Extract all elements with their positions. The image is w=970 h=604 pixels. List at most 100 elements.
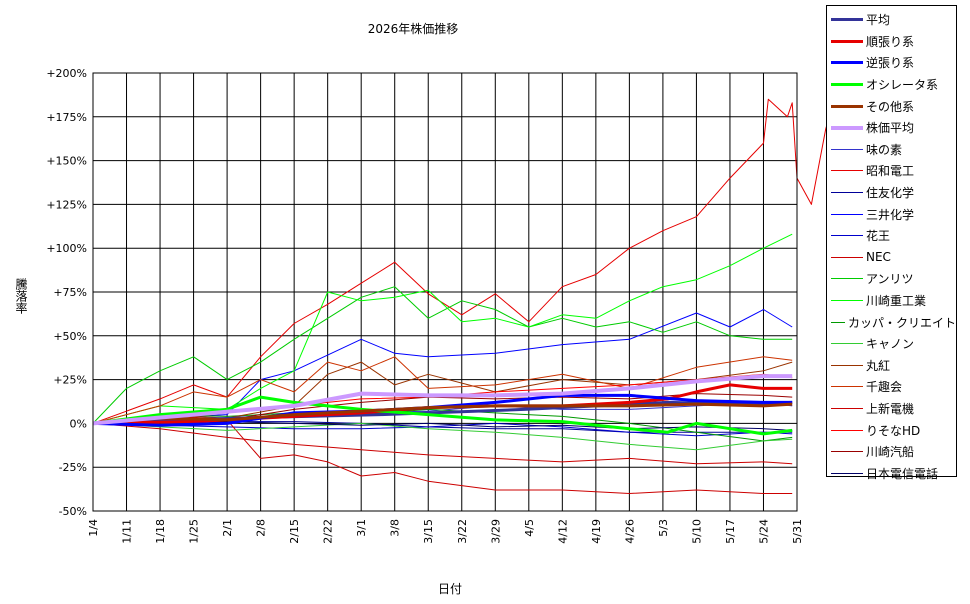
y-tick-label: +50% (53, 330, 87, 343)
legend-label: 丸紅 (866, 358, 891, 373)
legend-item: 川崎重工業 (827, 290, 956, 312)
series-line (92, 402, 793, 425)
series-line (92, 286, 793, 424)
legend-swatch (831, 321, 845, 323)
legend-label: 株価平均 (866, 121, 915, 136)
legend-item: 川崎汽船 (827, 441, 956, 463)
x-tick-label: 2/1 (221, 519, 234, 537)
legend-label: りそなHD (866, 423, 921, 438)
legend-label: 三井化学 (866, 207, 915, 222)
legend-swatch (831, 407, 863, 409)
y-tick-label: +125% (46, 198, 87, 211)
x-tick-label: 3/8 (389, 519, 402, 537)
legend-label: オシレータ系 (866, 78, 939, 93)
series-line (92, 374, 793, 426)
x-tick-label: 5/17 (724, 519, 737, 544)
legend-swatch (831, 148, 863, 150)
legend-item: 丸紅 (827, 355, 956, 377)
legend-item: キャノン (827, 333, 956, 355)
x-tick-label: 1/11 (121, 519, 134, 544)
y-tick-label: +25% (53, 374, 87, 387)
legend-swatch (831, 192, 863, 194)
legend-item: 上新電機 (827, 398, 956, 420)
x-tick-label: 2/22 (322, 519, 335, 544)
legend-item: 味の素 (827, 139, 956, 161)
series-line (92, 356, 793, 424)
legend-label: 平均 (866, 13, 891, 28)
legend-item: 平均 (827, 9, 956, 31)
chart-title: 2026年株価推移 (367, 22, 459, 36)
series-lines (92, 77, 870, 494)
legend-swatch (831, 235, 863, 237)
y-tick-label: -50% (59, 505, 87, 518)
plot-border (92, 72, 798, 512)
x-tick-label: 4/12 (556, 519, 569, 544)
legend-swatch (831, 61, 863, 65)
x-tick-label: 5/10 (690, 519, 703, 544)
legend-item: りそなHD (827, 419, 956, 441)
legend-swatch (831, 39, 863, 43)
x-tick-label: 4/26 (623, 519, 636, 544)
legend-label: 上新電機 (866, 401, 915, 416)
x-tick-label: 3/22 (456, 519, 469, 544)
legend-swatch (831, 83, 863, 87)
legend-swatch (831, 18, 863, 22)
series-line (92, 422, 793, 465)
legend-item: 住友化学 (827, 182, 956, 204)
axes: +200% +175% +150% +125% +100% +75% +50% +25% 0% -… (46, 67, 804, 544)
y-tick-label: +175% (46, 111, 87, 124)
legend-label: 順張り系 (866, 34, 915, 49)
x-tick-label: 2/15 (288, 519, 301, 544)
legend-swatch (831, 256, 863, 258)
legend: 平均順張り系逆張り系オシレータ系 その他系株価平均味の素昭和電工住友化学三井化学花… (826, 5, 957, 481)
y-tick-label: +150% (46, 155, 87, 168)
legend-label: その他系 (866, 99, 915, 114)
legend-item: 昭和電工 (827, 160, 956, 182)
x-axis-title: 日付 (437, 582, 462, 596)
legend-label: 逆張り系 (866, 56, 915, 71)
x-tick-label: 5/24 (757, 519, 770, 544)
y-tick-label: +100% (46, 242, 87, 255)
legend-item: オシレータ系 (827, 74, 956, 96)
series-line (92, 393, 793, 427)
legend-swatch (831, 170, 863, 172)
x-tick-label: 3/1 (355, 519, 368, 537)
legend-swatch (831, 343, 863, 345)
y-axis-title: 騰落率 (14, 278, 28, 314)
legend-label: 川崎重工業 (866, 294, 927, 309)
legend-item: 日本電信電話 (827, 462, 956, 484)
series-line (92, 77, 870, 424)
legend-swatch (831, 278, 863, 280)
series-line (92, 395, 793, 436)
y-tick-label: +200% (46, 67, 87, 80)
legend-label: キャノン (866, 337, 915, 352)
y-tick-label: -25% (59, 461, 87, 474)
y-tick-label: +75% (53, 286, 87, 299)
legend-label: 住友化学 (866, 186, 915, 201)
legend-item: その他系 (827, 95, 956, 117)
y-tick-label: 0% (70, 417, 87, 430)
series-line (92, 233, 793, 424)
legend-label: NEC (866, 250, 891, 265)
legend-swatch (831, 386, 863, 388)
x-tick-label: 2/8 (255, 519, 268, 537)
legend-label: カッパ・クリエイト (847, 315, 956, 330)
legend-item: 逆張り系 (827, 52, 956, 74)
legend-item: カッパ・クリエイト (827, 311, 956, 333)
legend-item: 花王 (827, 225, 956, 247)
x-tick-label: 5/3 (657, 519, 670, 537)
legend-label: アンリツ (866, 272, 914, 287)
series-line (92, 414, 793, 494)
legend-swatch (831, 451, 863, 453)
legend-label: 昭和電工 (866, 164, 915, 179)
x-tick-label: 1/18 (154, 519, 167, 544)
legend-swatch (831, 213, 863, 215)
legend-swatch (831, 125, 863, 130)
legend-label: 味の素 (866, 142, 903, 157)
legend-label: 川崎汽船 (866, 445, 915, 460)
series-line (92, 422, 793, 451)
legend-swatch (831, 104, 863, 108)
legend-swatch (831, 429, 863, 431)
legend-label: 日本電信電話 (866, 466, 939, 481)
